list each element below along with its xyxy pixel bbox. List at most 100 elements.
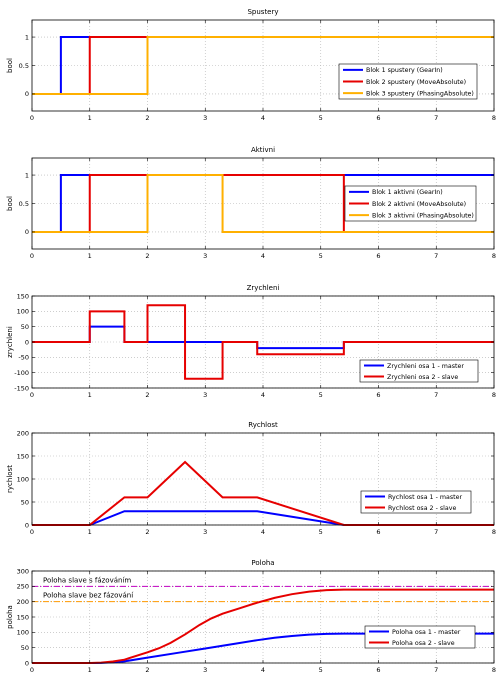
y-tick-label: 200 <box>17 598 29 606</box>
x-tick-label: 1 <box>88 252 92 260</box>
y-tick-label: 300 <box>17 567 29 575</box>
x-tick-label: 6 <box>376 252 380 260</box>
x-tick-label: 8 <box>492 666 496 674</box>
x-tick-label: 2 <box>145 528 149 536</box>
x-tick-label: 2 <box>145 391 149 399</box>
legend-label: Blok 1 spustery (GearIn) <box>366 67 443 74</box>
x-tick-label: 3 <box>203 114 207 122</box>
y-axis-label: bool <box>6 58 14 73</box>
x-tick-label: 0 <box>30 114 34 122</box>
x-tick-label: 7 <box>434 666 438 674</box>
y-tick-label: 0 <box>25 521 29 529</box>
x-tick-label: 4 <box>261 252 265 260</box>
x-tick-label: 5 <box>319 252 323 260</box>
x-tick-label: 1 <box>88 391 92 399</box>
series-line-2 <box>32 304 494 380</box>
y-tick-label: 150 <box>17 613 29 621</box>
y-tick-label: 150 <box>17 292 29 300</box>
x-tick-label: 0 <box>30 252 34 260</box>
legend-label: Rychlost osa 2 - slave <box>388 505 456 512</box>
x-tick-label: 1 <box>88 528 92 536</box>
x-tick-label: 5 <box>319 666 323 674</box>
legend: Rychlost osa 1 - master Rychlost osa 2 - … <box>360 490 472 514</box>
y-tick-label: -100 <box>14 369 29 377</box>
legend-label: Zrychleni osa 1 - master <box>387 363 464 370</box>
x-tick-label: 7 <box>434 528 438 536</box>
y-tick-label: 200 <box>17 429 29 437</box>
x-tick-label: 4 <box>261 114 265 122</box>
x-tick-label: 8 <box>492 391 496 399</box>
x-tick-label: 5 <box>319 528 323 536</box>
legend-label: Rychlost osa 1 - master <box>388 494 462 501</box>
legend-label: Blok 3 aktivni (PhasingAbsolute) <box>372 212 474 219</box>
legend-label: Blok 1 aktivni (GearIn) <box>372 189 443 196</box>
chart-panel-3: 0 1 2 3 4 5 6 7 8 -150 -100 -50 0 50 100 150 Zrychleni zr… <box>6 284 496 399</box>
x-tick-label: 4 <box>261 391 265 399</box>
legend: Zrychleni osa 1 - master Zrychleni osa 2 … <box>359 359 479 383</box>
legend-label: Blok 2 aktivni (MoveAbsolute) <box>372 201 466 208</box>
x-tick-label: 6 <box>376 666 380 674</box>
y-tick-label: 50 <box>21 644 29 652</box>
chart-title: Poloha <box>251 559 274 567</box>
x-tick-label: 5 <box>319 391 323 399</box>
y-tick-label: -50 <box>18 354 29 362</box>
series-line-3 <box>32 36 494 95</box>
series-line-2 <box>32 460 494 526</box>
y-tick-label: 50 <box>21 323 29 331</box>
y-tick-label: 100 <box>17 629 29 637</box>
series-line-3 <box>32 174 494 233</box>
x-tick-label: 6 <box>376 114 380 122</box>
y-tick-label: 100 <box>17 308 29 316</box>
y-tick-label: 250 <box>17 583 29 591</box>
chart-title: Rychlost <box>248 421 278 429</box>
chart-title: Aktivni <box>251 146 275 154</box>
y-tick-label: 0 <box>25 228 29 236</box>
y-axis-label: bool <box>6 196 14 211</box>
legend: Poloha osa 1 - master Poloha osa 2 - slav… <box>364 625 476 649</box>
reference-line-label: Poloha slave bez fázování <box>43 592 134 600</box>
y-tick-label: 100 <box>17 475 29 483</box>
x-tick-label: 8 <box>492 114 496 122</box>
x-tick-label: 1 <box>88 114 92 122</box>
x-tick-label: 3 <box>203 391 207 399</box>
y-tick-label: 150 <box>17 452 29 460</box>
legend-label: Zrychleni osa 2 - slave <box>387 374 458 381</box>
legend-label: Blok 2 spustery (MoveAbsolute) <box>366 79 466 86</box>
chart-panel-4: 0 1 2 3 4 5 6 7 8 0 50 100 150 200 Rychlost rychlost Ryc… <box>6 421 496 536</box>
y-tick-label: 0 <box>25 659 29 667</box>
x-tick-label: 3 <box>203 666 207 674</box>
y-tick-label: 1 <box>25 171 29 179</box>
y-axis-label: poloha <box>6 605 14 629</box>
y-tick-label: 1 <box>25 33 29 41</box>
chart-panel-5: Poloha slave s fázováním Poloha slave bez… <box>6 559 496 674</box>
x-tick-label: 6 <box>376 528 380 536</box>
x-tick-label: 8 <box>492 528 496 536</box>
legend-label: Poloha osa 2 - slave <box>392 640 455 647</box>
chart-panel-1: 0 1 2 3 4 5 6 7 8 0 0.5 1 Spustery bool Blok 1 spuster… <box>6 8 496 122</box>
x-tick-label: 2 <box>145 252 149 260</box>
x-tick-label: 3 <box>203 528 207 536</box>
y-tick-label: 0.5 <box>19 62 29 70</box>
x-tick-label: 3 <box>203 252 207 260</box>
legend-box <box>364 625 476 649</box>
chart-title: Spustery <box>247 8 278 16</box>
x-tick-label: 4 <box>261 528 265 536</box>
legend-box <box>360 490 472 514</box>
legend: Blok 1 spustery (GearIn) Blok 2 spustery … <box>338 63 478 100</box>
chart-title: Zrychleni <box>247 284 280 292</box>
legend-label: Poloha osa 1 - master <box>392 629 461 636</box>
series-line-2 <box>32 588 494 664</box>
x-tick-label: 4 <box>261 666 265 674</box>
y-tick-label: 50 <box>21 498 29 506</box>
x-tick-label: 7 <box>434 114 438 122</box>
x-tick-label: 1 <box>88 666 92 674</box>
y-tick-label: 0 <box>25 90 29 98</box>
y-axis-label: zrychleni <box>6 326 14 358</box>
x-tick-label: 7 <box>434 391 438 399</box>
x-tick-label: 8 <box>492 252 496 260</box>
x-tick-label: 7 <box>434 252 438 260</box>
x-tick-label: 0 <box>30 391 34 399</box>
x-tick-label: 5 <box>319 114 323 122</box>
y-axis-label: rychlost <box>6 465 14 493</box>
